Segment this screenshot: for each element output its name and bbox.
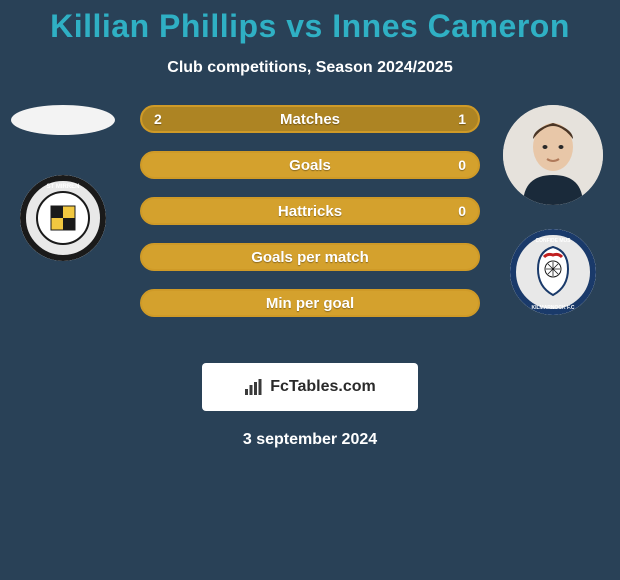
player-portrait-icon [503, 105, 603, 205]
comparison-area: ST MIRREN CONFIDE MU [0, 105, 620, 363]
kilmarnock-badge-icon: CONFIDE MUS KILMARNOCK F.C [510, 229, 596, 315]
svg-text:ST MIRREN: ST MIRREN [47, 184, 80, 190]
bar-label: Goals per match [142, 245, 478, 269]
brand-box: FcTables.com [202, 363, 418, 411]
right-player-photo [503, 105, 603, 205]
date-line: 3 september 2024 [0, 431, 620, 449]
right-player-column: CONFIDE MUS KILMARNOCK F.C [498, 105, 608, 315]
bars-chart-icon [244, 379, 264, 395]
svg-text:KILMARNOCK F.C: KILMARNOCK F.C [531, 305, 574, 311]
stmirren-badge-icon: ST MIRREN [20, 175, 106, 261]
bar-label: Hattricks [142, 199, 478, 223]
stat-row: 0Goals [140, 151, 480, 179]
left-player-photo [11, 105, 115, 135]
subtitle: Club competitions, Season 2024/2025 [0, 59, 620, 77]
bar-label: Goals [142, 153, 478, 177]
stat-row: 0Hattricks [140, 197, 480, 225]
right-club-badge: CONFIDE MUS KILMARNOCK F.C [510, 229, 596, 315]
stat-row: Min per goal [140, 289, 480, 317]
stat-row: Goals per match [140, 243, 480, 271]
svg-text:CONFIDE MUS: CONFIDE MUS [536, 238, 572, 244]
bar-label: Min per goal [142, 291, 478, 315]
page-title: Killian Phillips vs Innes Cameron [0, 0, 620, 45]
left-club-badge: ST MIRREN [20, 175, 106, 261]
brand-text: FcTables.com [270, 378, 376, 396]
left-player-column: ST MIRREN [8, 105, 118, 261]
bar-label: Matches [142, 107, 478, 131]
stat-row: 21Matches [140, 105, 480, 133]
stat-bars: 21Matches 0Goals 0Hattricks Goals per match… [140, 105, 480, 317]
